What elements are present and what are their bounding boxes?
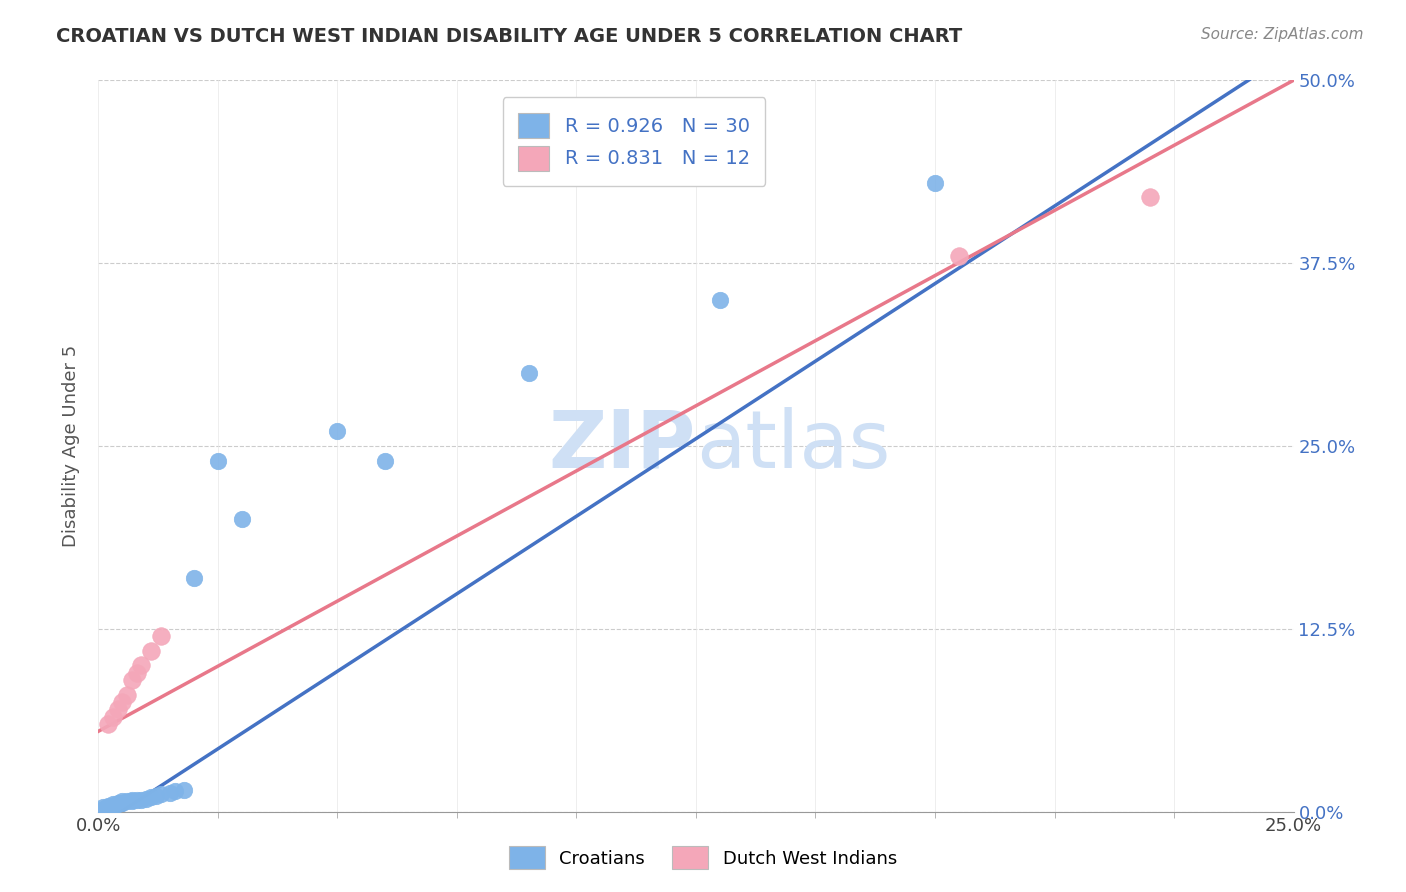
- Point: [125, 665, 148, 680]
- Point: [173, 782, 195, 797]
- Point: [163, 784, 186, 798]
- Legend: R = 0.926   N = 30, R = 0.831   N = 12: R = 0.926 N = 30, R = 0.831 N = 12: [502, 97, 765, 186]
- Point: [121, 793, 143, 807]
- Text: ZIP: ZIP: [548, 407, 696, 485]
- Point: [139, 790, 162, 805]
- Point: [91, 800, 114, 814]
- Point: [326, 425, 349, 439]
- Text: Source: ZipAtlas.com: Source: ZipAtlas.com: [1201, 27, 1364, 42]
- Text: CROATIAN VS DUTCH WEST INDIAN DISABILITY AGE UNDER 5 CORRELATION CHART: CROATIAN VS DUTCH WEST INDIAN DISABILITY…: [56, 27, 963, 45]
- Point: [101, 709, 124, 723]
- Point: [101, 798, 124, 813]
- Point: [924, 176, 946, 190]
- Point: [121, 795, 143, 809]
- Point: [374, 453, 396, 467]
- Point: [135, 791, 157, 805]
- Text: atlas: atlas: [696, 407, 890, 485]
- Y-axis label: Disability Age Under 5: Disability Age Under 5: [62, 345, 80, 547]
- Point: [125, 793, 148, 807]
- Point: [948, 249, 970, 263]
- Point: [111, 795, 134, 809]
- Point: [111, 796, 134, 810]
- Point: [101, 797, 124, 812]
- Point: [149, 787, 172, 801]
- Point: [111, 695, 134, 709]
- Point: [231, 512, 253, 526]
- Point: [107, 796, 129, 810]
- Point: [91, 802, 114, 816]
- Point: [149, 629, 172, 643]
- Point: [207, 453, 229, 467]
- Point: [183, 571, 205, 585]
- Point: [1139, 190, 1161, 204]
- Point: [107, 797, 129, 812]
- Point: [115, 688, 138, 702]
- Point: [139, 644, 162, 658]
- Point: [121, 673, 143, 687]
- Point: [517, 366, 540, 380]
- Point: [97, 798, 120, 813]
- Point: [97, 800, 120, 814]
- Point: [131, 793, 153, 807]
- Point: [97, 717, 120, 731]
- Point: [107, 702, 129, 716]
- Legend: Croatians, Dutch West Indians: Croatians, Dutch West Indians: [501, 838, 905, 879]
- Point: [159, 786, 181, 800]
- Point: [115, 795, 138, 809]
- Point: [131, 658, 153, 673]
- Point: [709, 293, 731, 307]
- Point: [145, 789, 167, 803]
